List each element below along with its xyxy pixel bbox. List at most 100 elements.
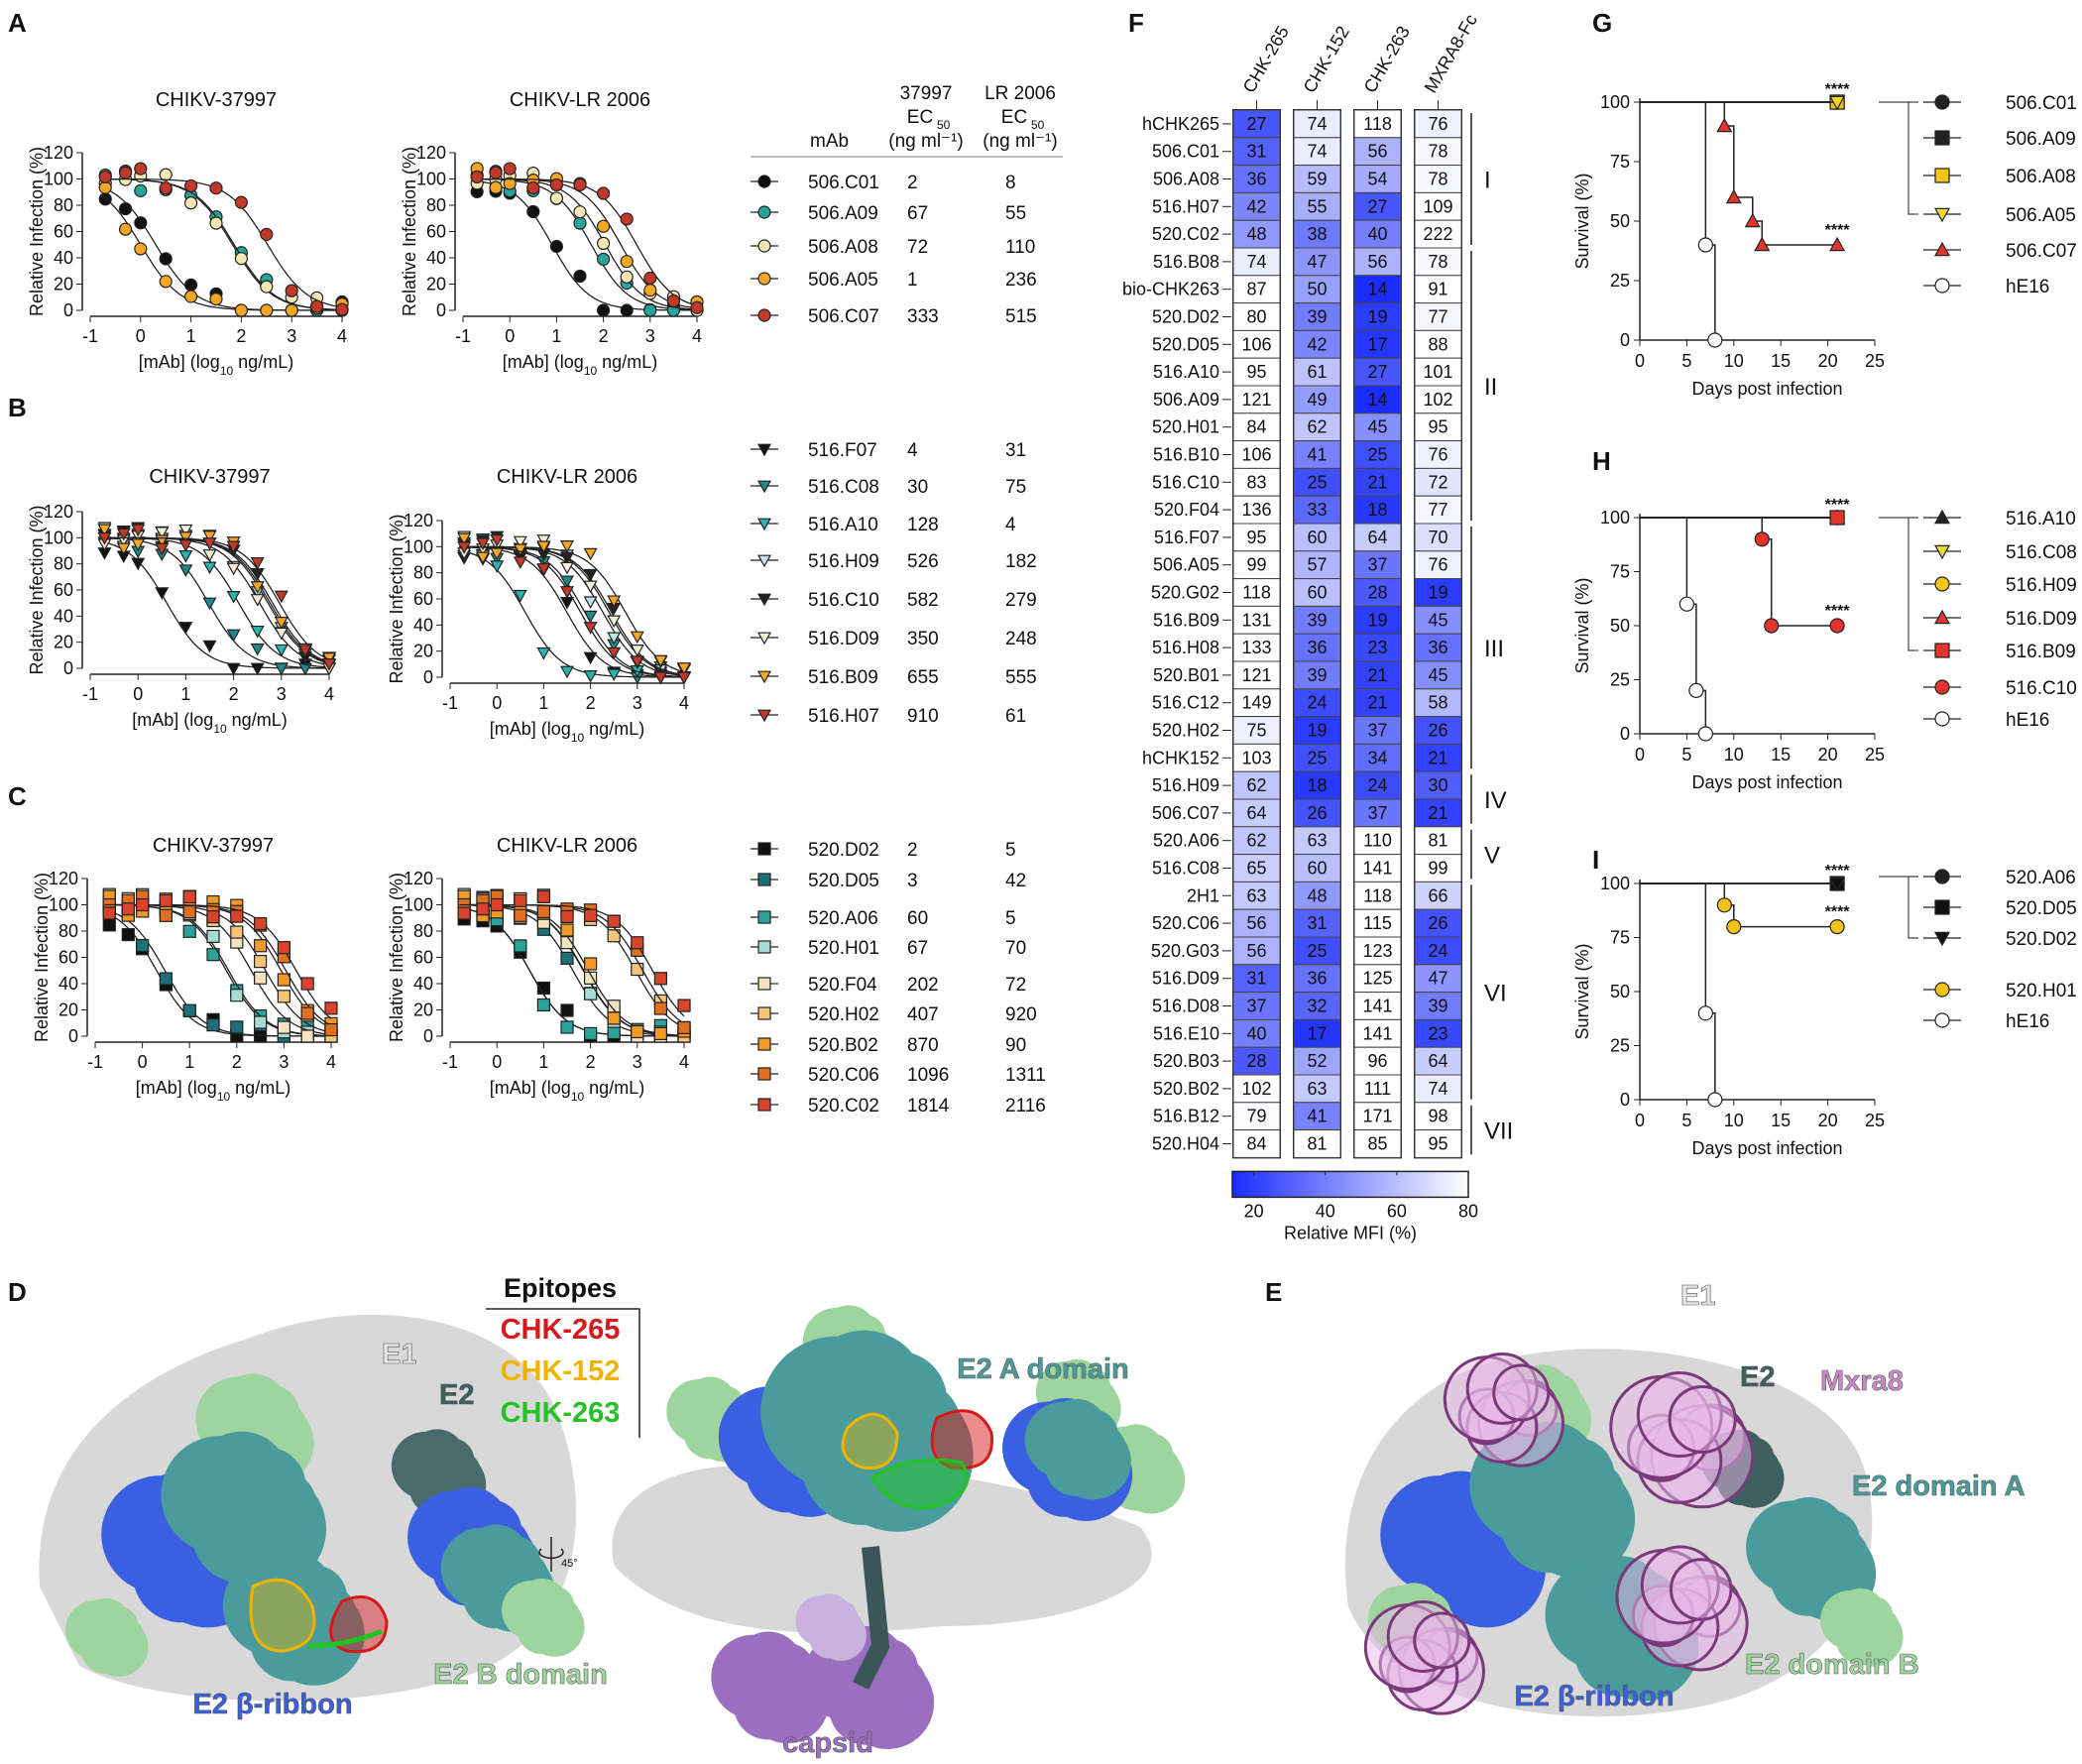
data-point-516.D09 [226, 562, 241, 576]
data-point-506.C07 [526, 180, 540, 195]
data-point-516.H07 [116, 528, 131, 541]
row-label: 520.A06 [1153, 831, 1219, 851]
table-row: 516.D09 350 248 [751, 629, 1037, 649]
heatmap-value: 74 [1307, 142, 1327, 162]
data-point-516.B09 [457, 532, 472, 546]
structure-d-side-view [612, 1305, 1186, 1749]
data-point-516.D09 [274, 627, 289, 641]
y-tick-label: 80 [413, 563, 433, 583]
data-point-520.C02 [490, 897, 504, 912]
data-point-516.H07 [476, 537, 491, 551]
x-tick-label: 4 [324, 684, 334, 704]
data-point-506.C07 [666, 294, 681, 308]
heatmap-cell [1293, 605, 1341, 635]
plot-title: CHIKV-LR 2006 [497, 835, 637, 857]
ec50-table-a: 506.C01 2 8 506.A09 67 55 506.A08 72 110 506.A05 1… [751, 173, 1037, 327]
x-axis-label: [mAb] (log10 ng/mL) [139, 352, 293, 378]
data-point-516.B09 [630, 631, 644, 645]
row-label: 506.C01 [1152, 142, 1219, 162]
x-tick-label: 20 [1818, 1111, 1838, 1130]
blob-part [1413, 1611, 1471, 1670]
heatmap-value: 24 [1367, 775, 1387, 795]
heatmap-cell [1293, 1129, 1341, 1158]
blob-part [1799, 1509, 1860, 1571]
data-point-506.A05 [643, 284, 657, 297]
mab-name: 516.D09 [808, 629, 879, 649]
heatmap-value: 106 [1241, 445, 1271, 465]
panel-label-d: D [8, 1277, 27, 1307]
mab-name: 520.B02 [808, 1035, 878, 1056]
ec50-37997: 202 [907, 975, 939, 996]
row-label: 516.D09 [1152, 969, 1219, 989]
legend-marker [1933, 931, 1951, 947]
heatmap-value: 72 [1428, 472, 1447, 492]
y-tick-label: 60 [413, 589, 433, 609]
y-tick-label: 0 [1620, 724, 1630, 744]
blob-part [1669, 1558, 1733, 1621]
data-point-506.A05 [489, 180, 503, 194]
y-axis-label: Survival (%) [1572, 173, 1592, 269]
y-tick-label: 20 [413, 642, 433, 661]
heatmap-value: 136 [1241, 500, 1271, 520]
heatmap-value: 76 [1428, 555, 1447, 575]
heatmap-cell [1293, 743, 1341, 772]
heatmap-value: 37 [1367, 803, 1387, 823]
data-point-516.B09 [653, 654, 668, 668]
heatmap-value: 23 [1428, 1023, 1447, 1043]
heatmap-value: 21 [1367, 693, 1387, 713]
data-point-520.C02 [560, 909, 574, 923]
blob-part [1538, 1437, 1615, 1514]
x-tick-label: 1 [538, 693, 548, 713]
heatmap-value: 27 [1367, 362, 1387, 382]
heatmap-value: 19 [1367, 307, 1387, 327]
heatmap-value: 27 [1246, 114, 1266, 134]
heatmap-cell [1293, 467, 1341, 497]
row-label: hCHK152 [1142, 748, 1219, 767]
heatmap-cell [1353, 247, 1402, 277]
data-point-516.D09 [178, 524, 193, 537]
x-tick-label: 0 [1635, 351, 1645, 371]
survival-point-hE16 [1678, 596, 1695, 612]
data-point-516.A10 [513, 589, 527, 603]
legend-marker [757, 873, 771, 886]
heatmap-value: 49 [1307, 390, 1327, 410]
e2-a-domain [222, 1551, 365, 1686]
row-label: 520.B03 [1153, 1051, 1219, 1071]
data-point-506.C07 [118, 166, 133, 179]
ec50-37997: 30 [907, 477, 928, 498]
survival-line-520.H01 [1640, 882, 1838, 928]
dose-plot-b-1: CHIKV-37997 0 20 40 60 80 100 120 -1 0 1 2 3 4 Relativ… [27, 466, 337, 736]
heatmap-value: 56 [1246, 913, 1266, 933]
ec50-lr2006: 42 [1005, 871, 1026, 891]
data-point-506.C07 [573, 177, 587, 191]
y-tick-label: 100 [404, 895, 433, 915]
heatmap-value: 21 [1367, 665, 1387, 685]
legend-label: 506.A09 [2006, 129, 2076, 150]
heatmap-value: 63 [1307, 1079, 1327, 1099]
survival-point-516.C10 [1764, 618, 1780, 634]
heatmap-value: 36 [1307, 969, 1327, 989]
heatmap-cell [1232, 1046, 1281, 1076]
heatmap-cell [1353, 165, 1402, 193]
label-e2-beta-ribbon: E2 β-ribbon [1514, 1681, 1674, 1712]
x-tick-label: 2 [586, 693, 596, 713]
data-point-516.B09 [131, 538, 146, 551]
data-point-506.C07 [234, 195, 248, 209]
y-tick-label: 80 [54, 554, 73, 574]
heatmap-value: 83 [1246, 472, 1266, 492]
data-point-506.C01 [596, 303, 611, 317]
heatmap-cell [1232, 936, 1281, 966]
heatmap-value: 115 [1363, 913, 1392, 933]
table-row: 520.H02 407 920 [751, 1004, 1037, 1025]
y-tick-label: 40 [54, 606, 73, 626]
heatmap-cell [1293, 936, 1341, 966]
data-point-506.A05 [260, 303, 274, 317]
x-tick-label: 15 [1771, 745, 1791, 764]
y-tick-label: 0 [68, 1026, 78, 1046]
x-axis-label-part: 10 [217, 1090, 231, 1104]
legend-marker [1934, 168, 1950, 183]
legend-label: hE16 [2006, 1011, 2049, 1032]
heatmap-cell [1353, 826, 1402, 856]
x-axis-label-part: ng/mL) [584, 1078, 644, 1098]
heatmap-value: 40 [1367, 224, 1387, 244]
